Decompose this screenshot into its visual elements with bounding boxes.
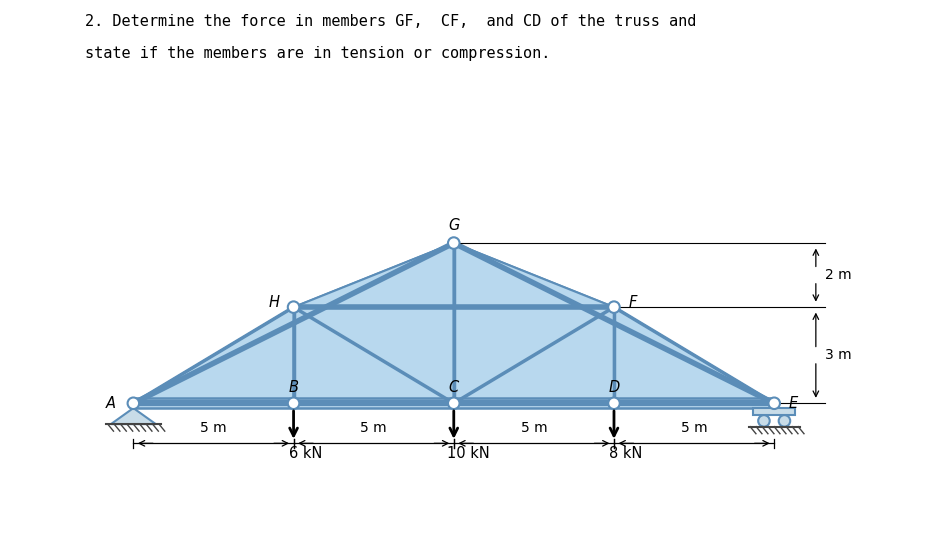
Polygon shape bbox=[614, 307, 774, 403]
Text: 8 kN: 8 kN bbox=[609, 446, 642, 461]
Text: 5 m: 5 m bbox=[201, 421, 227, 435]
Text: D: D bbox=[608, 380, 620, 395]
Text: C: C bbox=[448, 380, 459, 395]
Text: 2 m: 2 m bbox=[826, 268, 852, 282]
Polygon shape bbox=[133, 307, 293, 403]
Polygon shape bbox=[454, 243, 614, 403]
Polygon shape bbox=[111, 408, 156, 424]
Polygon shape bbox=[293, 243, 454, 403]
Polygon shape bbox=[454, 243, 774, 403]
Polygon shape bbox=[753, 408, 795, 415]
Circle shape bbox=[779, 415, 790, 427]
Text: state if the members are in tension or compression.: state if the members are in tension or c… bbox=[85, 46, 551, 62]
Circle shape bbox=[608, 397, 620, 409]
Polygon shape bbox=[133, 243, 454, 403]
Polygon shape bbox=[133, 398, 774, 408]
Text: 5 m: 5 m bbox=[520, 421, 547, 435]
Circle shape bbox=[288, 301, 299, 313]
Text: 5 m: 5 m bbox=[360, 421, 387, 435]
Text: B: B bbox=[289, 380, 299, 395]
Circle shape bbox=[448, 237, 460, 249]
Text: F: F bbox=[628, 295, 637, 310]
Circle shape bbox=[758, 415, 770, 427]
Text: 3 m: 3 m bbox=[826, 348, 852, 362]
Circle shape bbox=[608, 301, 620, 313]
Text: G: G bbox=[448, 218, 460, 233]
Text: A: A bbox=[106, 396, 115, 411]
Circle shape bbox=[128, 397, 139, 409]
Text: 6 kN: 6 kN bbox=[289, 446, 323, 461]
Text: 2. Determine the force in members GF,  CF,  and CD of the truss and: 2. Determine the force in members GF, CF… bbox=[85, 14, 696, 29]
Text: E: E bbox=[789, 396, 797, 411]
Text: H: H bbox=[268, 295, 279, 310]
Circle shape bbox=[448, 397, 460, 409]
Text: 10 kN: 10 kN bbox=[447, 446, 490, 461]
Text: 5 m: 5 m bbox=[681, 421, 708, 435]
Circle shape bbox=[768, 397, 780, 409]
Circle shape bbox=[288, 397, 299, 409]
